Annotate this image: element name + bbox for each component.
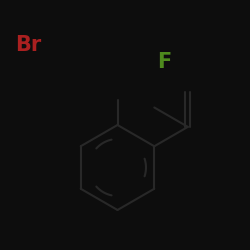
Text: F: F [158, 52, 172, 72]
Text: Br: Br [15, 35, 41, 55]
